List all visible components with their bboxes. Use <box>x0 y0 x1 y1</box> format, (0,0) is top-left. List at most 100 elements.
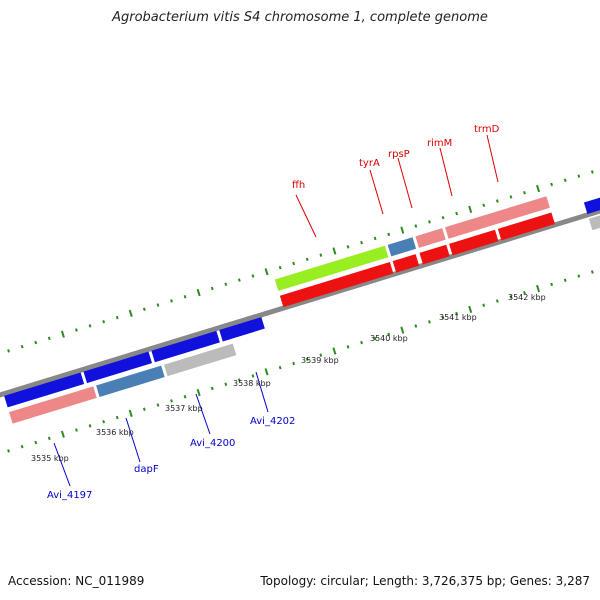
tick-mark <box>156 403 160 407</box>
tick-mark <box>509 295 513 299</box>
tick-mark <box>468 205 473 213</box>
kbp-label-3535: 3535 kbp <box>31 454 69 463</box>
tick-mark <box>536 184 541 193</box>
tick-mark <box>550 182 554 187</box>
tick-mark <box>360 340 363 345</box>
ffh-leader <box>295 194 317 238</box>
gene-avi4200-block[interactable] <box>163 343 237 377</box>
avi4202-leader <box>255 371 269 413</box>
leader-lines <box>53 134 499 487</box>
tick-mark <box>305 257 309 262</box>
tick-mark <box>210 386 214 391</box>
kbp-label-3540: 3540 kbp <box>370 334 408 343</box>
gene-tyra-arrow[interactable] <box>392 254 420 273</box>
tick-mark <box>251 274 255 278</box>
tick-mark <box>278 365 282 370</box>
gene-avi4197-arrow[interactable] <box>4 372 85 408</box>
lower-gene-labels: Avi_4197 dapF Avi_4200 Avi_4202 <box>47 416 295 501</box>
tick-mark <box>278 265 282 270</box>
gene-ffh-arrow[interactable] <box>279 262 394 308</box>
tick-mark <box>509 195 513 199</box>
tick-mark <box>346 345 350 349</box>
gene-ffh-block[interactable] <box>274 245 389 291</box>
tick-mark <box>47 436 51 441</box>
label-avi4200: Avi_4200 <box>190 438 235 449</box>
tick-mark <box>332 347 337 355</box>
tick-mark <box>88 424 92 428</box>
gene-trmd-arrow[interactable] <box>497 212 555 241</box>
tick-mark <box>156 303 160 307</box>
inner-tick-track <box>7 270 594 453</box>
upper-gene-labels: ffh tyrA rpsP rimM trmD <box>292 124 500 191</box>
gene-tyra-block[interactable] <box>387 237 417 257</box>
gene-dapf-arrow[interactable] <box>83 351 153 384</box>
tick-mark <box>292 261 296 266</box>
tick-mark <box>170 399 173 403</box>
gene-avi4202-arrow[interactable] <box>219 317 265 342</box>
gene-rpsp-block[interactable] <box>415 228 446 248</box>
tick-mark <box>495 299 499 303</box>
tick-mark <box>224 282 228 286</box>
tick-mark <box>7 349 10 353</box>
tick-mark <box>264 368 269 376</box>
tick-mark <box>20 444 24 449</box>
gene-avi4200-arrow[interactable] <box>151 330 220 363</box>
tick-mark <box>319 353 323 357</box>
kbp-label-3537: 3537 kbp <box>165 404 203 413</box>
gene-avi4197-block[interactable] <box>9 386 97 424</box>
gene-dapf-block[interactable] <box>96 365 165 397</box>
gene-rpsp-arrow[interactable] <box>419 244 450 265</box>
tick-mark <box>251 374 255 378</box>
tick-mark <box>264 268 269 276</box>
accession-text: Accession: NC_011989 <box>8 574 145 588</box>
gene-features <box>4 184 600 424</box>
tick-mark <box>115 415 119 420</box>
tick-mark <box>590 270 594 274</box>
gene-rimm-arrow[interactable] <box>449 229 499 256</box>
tick-mark <box>482 303 486 307</box>
tick-mark <box>237 378 241 382</box>
avi4197-leader <box>53 442 71 487</box>
tick-mark <box>400 226 405 234</box>
label-trmd: trmD <box>474 124 500 135</box>
avi4200-leader <box>195 393 211 435</box>
tick-mark <box>319 253 323 257</box>
tyra-leader <box>369 169 384 215</box>
tick-mark <box>34 340 38 345</box>
tick-mark <box>115 315 119 320</box>
tick-mark <box>60 430 65 438</box>
rpsp-leader <box>397 157 413 209</box>
gene-right-blue-arrow[interactable] <box>583 184 600 215</box>
label-avi4202: Avi_4202 <box>250 416 295 427</box>
label-dapf: dapF <box>134 464 159 475</box>
tick-mark <box>142 407 146 411</box>
tick-mark <box>170 299 173 303</box>
label-tyra: tyrA <box>359 158 380 169</box>
tick-mark <box>332 247 337 255</box>
kbp-label-3541: 3541 kbp <box>439 313 477 322</box>
dapf-leader <box>125 417 141 463</box>
tick-mark <box>196 288 201 297</box>
tick-mark <box>495 199 499 203</box>
tick-mark <box>563 178 567 182</box>
tick-mark <box>102 419 106 424</box>
label-avi4197: Avi_4197 <box>47 490 92 501</box>
tick-mark <box>387 332 391 337</box>
genome-backbone <box>0 208 600 398</box>
tick-mark <box>455 211 459 216</box>
tick-mark <box>428 320 431 324</box>
tick-mark <box>360 240 363 245</box>
label-rpsp: rpsP <box>388 149 410 160</box>
label-ffh: ffh <box>292 180 305 191</box>
tick-mark <box>577 274 581 278</box>
tick-mark <box>128 309 133 317</box>
gene-rimm-block[interactable] <box>445 196 550 239</box>
tick-mark <box>373 336 377 341</box>
genome-stats-text: Topology: circular; Length: 3,726,375 bp… <box>260 574 590 588</box>
kbp-label-3536: 3536 kbp <box>96 428 134 437</box>
tick-mark <box>414 324 418 328</box>
tick-mark <box>400 326 405 334</box>
tick-mark <box>346 245 350 249</box>
